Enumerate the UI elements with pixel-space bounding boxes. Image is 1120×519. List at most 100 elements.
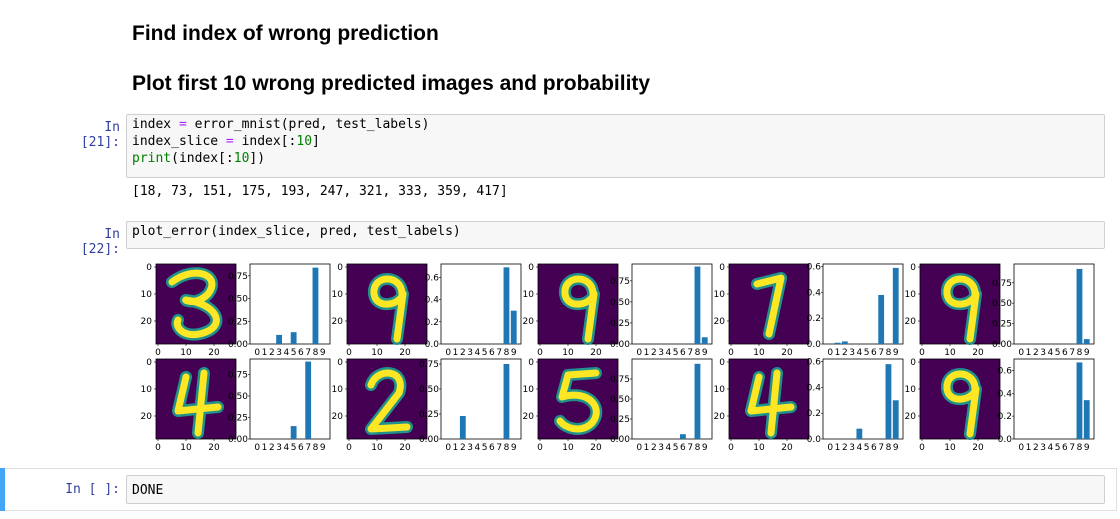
prob-xtick-label: 3: [658, 348, 664, 358]
prob-xtick-label: 0: [827, 443, 833, 453]
prob-bar: [885, 364, 892, 439]
code-line-1: index = error_mnist(pred, test_labels): [132, 117, 430, 132]
image-xtick-label: 20: [781, 348, 793, 358]
image-ytick-label: 20: [141, 412, 153, 422]
prob-xtick-label: 5: [291, 348, 297, 358]
cell22-code-editor[interactable]: plot_error(index_slice, pred, test_label…: [126, 221, 1105, 249]
digit-stroke: [943, 275, 980, 343]
prob-xtick-label: 1: [1026, 443, 1032, 453]
prob-xtick-label: 2: [651, 348, 657, 358]
prob-xtick-label: 4: [665, 348, 671, 358]
prob-xtick-label: 4: [856, 348, 862, 358]
image-xtick-label: 0: [728, 443, 734, 453]
prob-xtick-label: 2: [460, 443, 466, 453]
prob-ytick-label: 0.50: [419, 385, 439, 395]
image-ytick-label: 0: [146, 358, 152, 368]
cell-empty-code-editor[interactable]: DONE: [126, 475, 1105, 504]
prob-xtick-label: 1: [644, 443, 650, 453]
prob-bar: [503, 267, 510, 344]
prob-ytick-label: 0.2: [425, 318, 439, 328]
cell-empty-code-text: DONE: [132, 483, 164, 498]
heading-find-index: Find index of wrong prediction: [132, 22, 439, 45]
prob-xtick-label: 1: [262, 348, 268, 358]
prob-ytick-label: 0.4: [807, 383, 822, 393]
prob-ytick-label: 0.75: [228, 272, 248, 282]
prob-bar: [701, 337, 708, 344]
prob-xtick-label: 1: [835, 443, 841, 453]
image-ytick-label: 20: [714, 317, 726, 327]
prob-xtick-label: 2: [842, 443, 848, 453]
prob-ytick-label: 0.4: [425, 296, 440, 306]
image-xtick-label: 10: [180, 443, 192, 453]
image-ytick-label: 10: [714, 290, 726, 300]
prob-xtick-label: 7: [1069, 348, 1075, 358]
prob-xtick-label: 8: [886, 443, 892, 453]
prob-xtick-label: 0: [254, 348, 260, 358]
digit-stroke: [370, 275, 407, 343]
prob-xtick-label: 1: [262, 443, 268, 453]
image-xtick-label: 10: [180, 348, 192, 358]
prob-xtick-label: 4: [474, 443, 480, 453]
selected-cell-indicator: [0, 468, 5, 511]
digit-stroke: [367, 369, 411, 433]
prob-xtick-label: 5: [673, 348, 679, 358]
prob-bar: [510, 310, 517, 344]
image-ytick-label: 20: [905, 412, 917, 422]
cell-empty-prompt: In [ ]:: [65, 482, 120, 497]
prob-xtick-label: 8: [504, 443, 510, 453]
image-xtick-label: 0: [346, 348, 352, 358]
cell21-code-editor[interactable]: index = error_mnist(pred, test_labels) i…: [126, 114, 1105, 178]
prob-xtick-label: 7: [305, 348, 311, 358]
prob-xtick-label: 8: [313, 443, 319, 453]
selected-cell-border: [5, 468, 1117, 511]
prob-xtick-label: 5: [482, 443, 488, 453]
image-xtick-label: 0: [537, 348, 543, 358]
prob-ytick-label: 0.50: [610, 395, 630, 405]
prob-ytick-label: 0.75: [610, 375, 630, 385]
prob-bar: [1076, 268, 1083, 344]
prob-xtick-label: 2: [1033, 443, 1039, 453]
image-ytick-label: 0: [910, 263, 916, 273]
prob-ytick-label: 0.6: [425, 273, 440, 283]
prob-ytick-label: 0.0: [998, 435, 1013, 445]
prob-xtick-label: 0: [636, 348, 642, 358]
prob-xtick-label: 9: [893, 443, 899, 453]
prob-xtick-label: 3: [849, 348, 855, 358]
prob-xtick-label: 9: [320, 348, 326, 358]
prob-xtick-label: 7: [1069, 443, 1075, 453]
image-ytick-label: 10: [905, 290, 917, 300]
prob-xtick-label: 7: [878, 443, 884, 453]
prob-bar-axes: [822, 263, 904, 345]
prob-ytick-label: 0.00: [228, 435, 248, 445]
prob-xtick-label: 9: [702, 443, 708, 453]
prob-ytick-label: 0.75: [228, 370, 248, 380]
image-xtick-label: 0: [155, 443, 161, 453]
prob-ytick-label: 0.25: [228, 413, 248, 423]
image-xtick-label: 20: [399, 443, 411, 453]
image-xtick-label: 10: [753, 443, 765, 453]
image-ytick-label: 20: [332, 412, 344, 422]
prob-bar: [694, 363, 701, 439]
prob-xtick-label: 6: [680, 443, 686, 453]
digit-stroke: [561, 275, 598, 343]
prob-ytick-label: 0.0: [425, 340, 440, 350]
prob-ytick-label: 0.6: [998, 366, 1013, 376]
prob-ytick-label: 0.50: [992, 299, 1012, 309]
image-ytick-label: 10: [332, 385, 344, 395]
prob-xtick-label: 2: [460, 348, 466, 358]
prob-xtick-label: 8: [313, 348, 319, 358]
prob-xtick-label: 6: [1062, 348, 1068, 358]
prob-xtick-label: 7: [305, 443, 311, 453]
prob-xtick-label: 9: [1084, 348, 1090, 358]
image-xtick-label: 20: [590, 348, 602, 358]
prob-ytick-label: 0.4: [998, 389, 1013, 399]
prob-xtick-label: 4: [856, 443, 862, 453]
image-ytick-label: 20: [714, 412, 726, 422]
image-xtick-label: 20: [781, 443, 793, 453]
prob-ytick-label: 0.50: [610, 298, 630, 308]
prob-xtick-label: 5: [864, 348, 870, 358]
prob-xtick-label: 4: [665, 443, 671, 453]
prob-xtick-label: 1: [644, 348, 650, 358]
prob-xtick-label: 3: [276, 348, 282, 358]
image-ytick-label: 0: [719, 263, 725, 273]
